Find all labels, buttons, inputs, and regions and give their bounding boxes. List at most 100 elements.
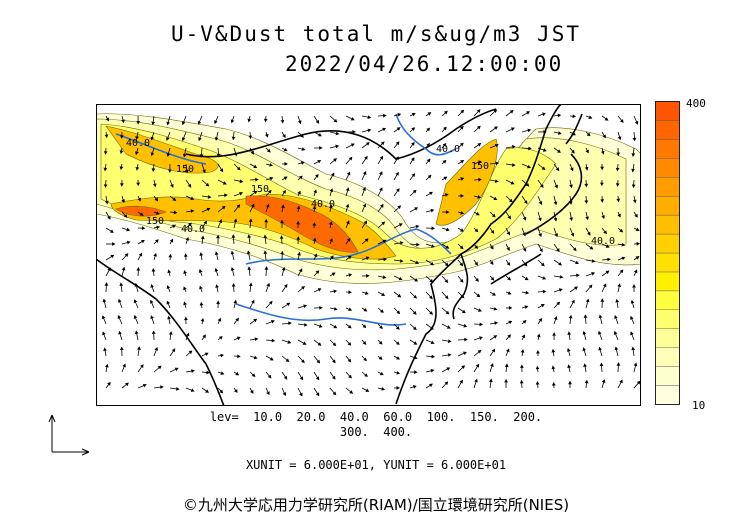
wind-vector-head	[236, 166, 241, 171]
wind-vector-head	[216, 300, 220, 305]
wind-vector-head	[366, 274, 370, 278]
wind-vector-head	[188, 222, 192, 227]
wind-vector-head	[119, 166, 124, 171]
wind-vector-head	[397, 205, 402, 209]
wind-vector-head	[248, 282, 253, 287]
wind-vector-head	[364, 238, 369, 243]
colorbar-frame	[655, 101, 680, 405]
wind-vector-head	[600, 182, 604, 187]
wind-vector-head	[267, 189, 272, 194]
wind-vector-head	[522, 320, 527, 324]
wind-vector-head	[126, 227, 131, 232]
wind-vector-head	[445, 227, 450, 232]
wind-vector-head	[176, 386, 180, 391]
wind-vector-head	[442, 159, 447, 164]
wind-vector-head	[633, 362, 638, 367]
wind-vector-head	[540, 303, 545, 308]
wind-vector-head	[430, 244, 435, 248]
wind-vector-head	[202, 334, 206, 339]
wind-vector-head	[559, 275, 564, 279]
wind-vector-head	[506, 247, 510, 251]
wind-vector-head	[567, 331, 572, 336]
wind-vector-head	[558, 288, 563, 292]
wind-vector-head	[150, 299, 154, 304]
wind-vector-head	[332, 391, 337, 396]
wind-vector-head	[173, 210, 178, 215]
wind-vector-head	[413, 355, 418, 360]
wind-vector-head	[538, 318, 543, 322]
wind-vector-head	[556, 301, 561, 306]
wind-vector-head	[312, 237, 317, 242]
wind-vector-head	[460, 160, 465, 164]
wind-vector-head	[313, 189, 317, 194]
plume-level-100	[105, 125, 498, 260]
wind-vector-head	[247, 266, 252, 270]
wind-vector-head	[396, 371, 401, 375]
wind-vector-head	[253, 355, 258, 360]
wind-vector-head	[459, 125, 464, 130]
wind-vector-head	[399, 259, 404, 263]
wind-vector-head	[300, 133, 304, 138]
wind-vector-head	[160, 385, 164, 390]
wind-vector-head	[552, 332, 556, 336]
map-datetime: 2022/04/26.12:00:00	[285, 52, 564, 76]
wind-vector-head	[506, 262, 511, 266]
wind-vector-head	[604, 117, 609, 121]
wind-vector-head	[398, 276, 403, 281]
wind-vector-head	[181, 137, 186, 142]
colorbar-cell	[655, 214, 680, 235]
wind-vector-head	[329, 188, 334, 192]
wind-vector-head	[538, 217, 542, 222]
wind-vector-head	[411, 127, 416, 131]
wind-vector-head	[312, 222, 317, 226]
wind-vector-head	[444, 262, 449, 267]
wind-vector-head	[253, 164, 258, 168]
wind-vector-head	[506, 231, 510, 236]
wind-vector-head	[568, 314, 573, 319]
wind-vector-head	[199, 154, 204, 158]
wind-vector-head	[348, 273, 353, 277]
wind-vector-head	[464, 337, 468, 342]
colorbar-cell	[655, 101, 680, 121]
wind-vector-head	[568, 201, 573, 205]
wind-vector-head	[598, 346, 602, 351]
wind-vector-head	[427, 112, 432, 116]
contour-label: 40.0	[181, 224, 205, 235]
wind-vector-head	[250, 390, 254, 394]
wind-vector-head	[636, 380, 641, 385]
wind-vector-head	[136, 120, 141, 125]
wind-vector-head	[288, 321, 292, 326]
wind-vector-head	[315, 173, 319, 178]
wind-vector-head	[239, 179, 244, 184]
wind-vector-head	[330, 255, 334, 260]
wind-vector-head	[445, 245, 450, 249]
wind-vector-head	[491, 292, 496, 296]
wind-vector-head	[199, 285, 203, 290]
wind-vector-head	[172, 224, 177, 229]
river-1	[115, 133, 207, 165]
wind-vector-head	[154, 197, 159, 202]
colorbar-cells	[655, 101, 680, 405]
wind-vector-head	[379, 371, 384, 376]
colorbar-cell	[655, 177, 680, 197]
wind-vector-head	[444, 381, 449, 386]
wind-vector-head	[151, 121, 156, 126]
wind-vector-head	[574, 286, 578, 290]
wind-vector-head	[140, 364, 144, 369]
wind-vector-head	[117, 315, 122, 319]
wind-vector-head	[352, 130, 356, 134]
wind-vector-head	[381, 387, 386, 391]
wind-vector-head	[633, 269, 638, 274]
wind-vector-head	[151, 168, 156, 172]
contour-label: 150	[146, 216, 164, 227]
contour-label: 40.0	[591, 236, 615, 247]
wind-vector-head	[446, 367, 451, 371]
wind-vector-head	[431, 226, 436, 231]
contour-label: 40.0	[126, 138, 150, 149]
wind-vector-head	[141, 226, 146, 231]
wind-vector-head	[216, 234, 220, 239]
wind-vector-head	[428, 383, 433, 388]
wind-vector-head	[460, 194, 464, 198]
wind-vector-head	[319, 305, 323, 310]
wind-vector-head	[520, 364, 524, 368]
